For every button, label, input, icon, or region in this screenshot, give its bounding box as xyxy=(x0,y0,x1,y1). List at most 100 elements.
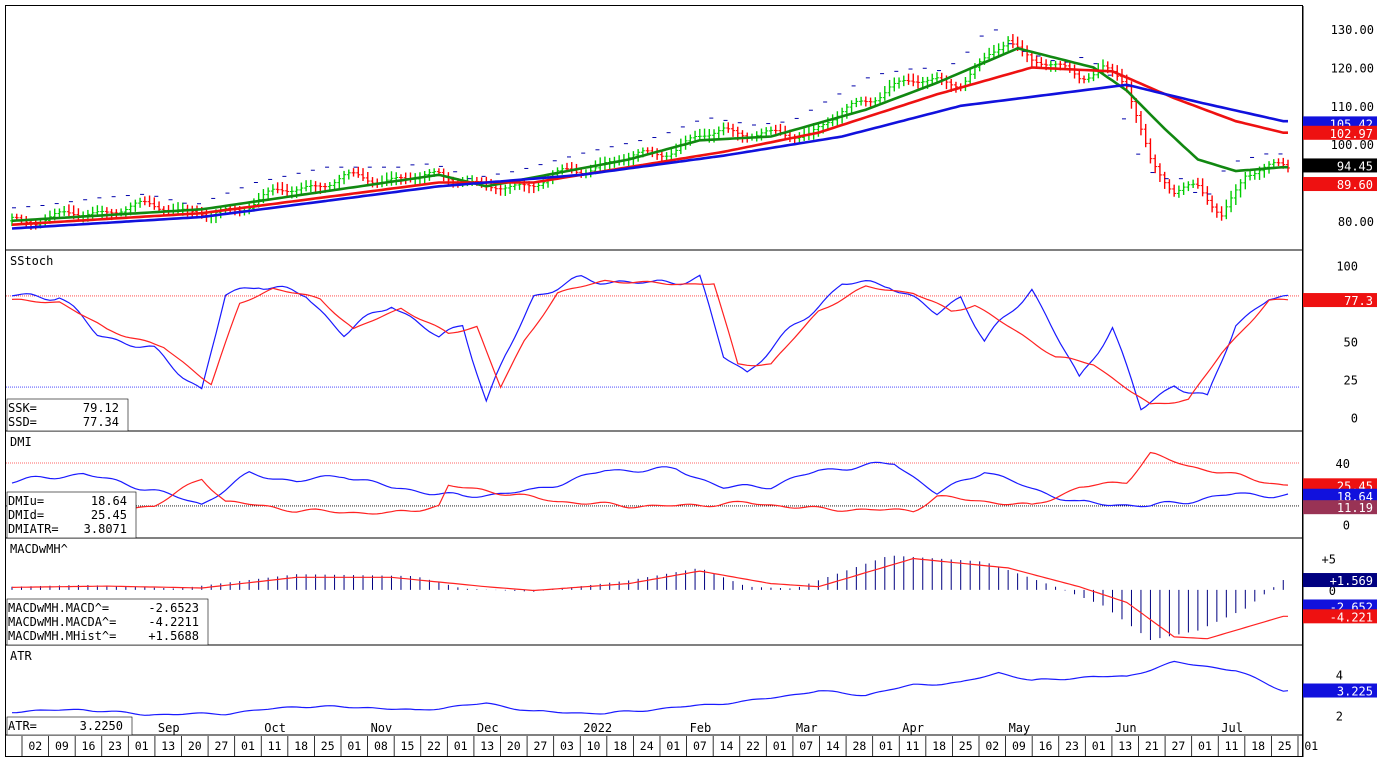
sstoch-readout-box xyxy=(6,398,129,432)
x-month-label: Apr xyxy=(902,721,924,735)
atr-tag-label: 3.225 xyxy=(1337,685,1373,699)
macda-line xyxy=(11,557,1288,640)
dmi-readout-label: DMIATR= xyxy=(8,522,59,536)
x-day-label: 18 xyxy=(1251,739,1265,753)
x-day-label: 16 xyxy=(82,739,96,753)
atr-tag-box xyxy=(1303,683,1377,698)
price-tick-label: 120.00 xyxy=(1331,62,1374,76)
sstoch-readout-label: SSK= xyxy=(8,401,37,415)
x-day-label: 09 xyxy=(55,739,69,753)
sstoch-readout-value: 79.12 xyxy=(83,401,119,415)
x-day-label: 01 xyxy=(1198,739,1212,753)
sstoch-tag-label: 77.3 xyxy=(1344,294,1373,308)
atr-readout-value: 3.2250 xyxy=(80,719,123,733)
macd-readout-value: +1.5688 xyxy=(148,629,199,643)
x-day-label: 08 xyxy=(374,739,388,753)
x-month-label: Nov xyxy=(371,721,393,735)
dmi-readout-value: 3.8071 xyxy=(84,522,127,536)
x-day-label: 20 xyxy=(188,739,202,753)
x-day-label: 11 xyxy=(1225,739,1239,753)
macd-readout-label: MACDwMH.MACDA^= xyxy=(8,615,116,629)
x-month-label: Dec xyxy=(477,721,499,735)
price-tick-label: 110.00 xyxy=(1331,100,1374,114)
x-day-label: 25 xyxy=(959,739,973,753)
x-month-label: Mar xyxy=(796,721,818,735)
price-tag-box xyxy=(1303,125,1377,140)
price-tick-label: 80.00 xyxy=(1338,215,1374,229)
x-day-label: 02 xyxy=(28,739,42,753)
x-day-label: 10 xyxy=(587,739,601,753)
macd-tick-label: +5 xyxy=(1322,553,1336,567)
dmi-readout-value: 25.45 xyxy=(91,508,127,522)
macd-readout-label: MACDwMH.MACD^= xyxy=(8,601,109,615)
ssd-line xyxy=(11,279,1289,405)
macd-readout-value: -2.6523 xyxy=(148,601,199,615)
x-month-label: 2022 xyxy=(583,721,612,735)
dmi-title: DMI xyxy=(10,435,32,449)
x-day-label: 22 xyxy=(746,739,760,753)
dmi-tick-label: 40 xyxy=(1336,457,1350,471)
x-month-label: Oct xyxy=(264,721,286,735)
x-day-label: 18 xyxy=(613,739,627,753)
x-day-label: 23 xyxy=(108,739,122,753)
sstoch-tick-label: 100 xyxy=(1336,260,1358,274)
x-month-label: Jul xyxy=(1221,721,1243,735)
x-day-label: 01 xyxy=(1304,739,1318,753)
sstoch-readout-label: SSD= xyxy=(8,415,37,429)
x-day-label: 27 xyxy=(533,739,547,753)
macd-tag-label: +1.569 xyxy=(1330,574,1373,588)
sstoch-title: SStoch xyxy=(10,254,53,268)
dmi-readout-label: DMIu= xyxy=(8,494,44,508)
x-day-label: 09 xyxy=(1012,739,1026,753)
dmi-tick-label: 0 xyxy=(1343,518,1350,532)
price-tick-label: 100.00 xyxy=(1331,138,1374,152)
ma-fast-line xyxy=(11,46,1288,223)
x-day-label: 13 xyxy=(1118,739,1132,753)
price-tag-label: 94.45 xyxy=(1337,159,1373,173)
atr-line xyxy=(11,660,1289,716)
x-day-label: 11 xyxy=(268,739,282,753)
x-day-label: 18 xyxy=(294,739,308,753)
x-day-label: 13 xyxy=(161,739,175,753)
x-axis-strip xyxy=(0,736,1303,757)
dmi-tag-box xyxy=(1303,488,1377,503)
sstoch-tag-box xyxy=(1303,293,1377,308)
x-day-label: 01 xyxy=(347,739,361,753)
macd-tag-box xyxy=(1303,573,1377,588)
dmi-up-line xyxy=(11,461,1289,508)
price-tag-box xyxy=(1303,158,1377,173)
x-day-label: 02 xyxy=(985,739,999,753)
dmi-tag-label: 11.19 xyxy=(1337,501,1373,515)
ma-slow-line xyxy=(11,83,1288,230)
dmi-tag-box xyxy=(1303,500,1377,515)
x-day-label: 07 xyxy=(693,739,707,753)
x-day-label: 27 xyxy=(214,739,228,753)
macd-tick-label: 0 xyxy=(1329,584,1336,598)
x-day-label: 25 xyxy=(321,739,335,753)
x-day-label: 28 xyxy=(852,739,866,753)
x-day-label: 16 xyxy=(1039,739,1053,753)
dmi-readout-label: DMId= xyxy=(8,508,44,522)
ma-mid-line xyxy=(11,66,1288,226)
sstoch-readout-value: 77.34 xyxy=(83,415,119,429)
price-tag-label: 89.60 xyxy=(1337,178,1373,192)
macd-readout-box xyxy=(6,598,209,646)
atr-tick-label: 2 xyxy=(1336,710,1343,724)
x-day-label: 23 xyxy=(1065,739,1079,753)
x-day-label: 25 xyxy=(1278,739,1292,753)
atr-tick-label: 4 xyxy=(1336,669,1343,683)
price-tag-label: 102.97 xyxy=(1330,127,1373,141)
macd-title: MACDwMH^ xyxy=(10,542,68,556)
macd-tag-box xyxy=(1303,609,1377,624)
sstoch-tick-label: 25 xyxy=(1344,373,1358,387)
atr-title: ATR xyxy=(10,649,32,663)
price-tag-box xyxy=(1303,177,1377,192)
x-day-label: 01 xyxy=(666,739,680,753)
x-month-label: Sep xyxy=(158,721,180,735)
macd-readout-label: MACDwMH.MHist^= xyxy=(8,629,116,643)
x-day-label: 03 xyxy=(560,739,574,753)
price-tick-label: 130.00 xyxy=(1331,23,1374,37)
atr-readout-box xyxy=(6,716,133,736)
x-day-label: 01 xyxy=(135,739,149,753)
